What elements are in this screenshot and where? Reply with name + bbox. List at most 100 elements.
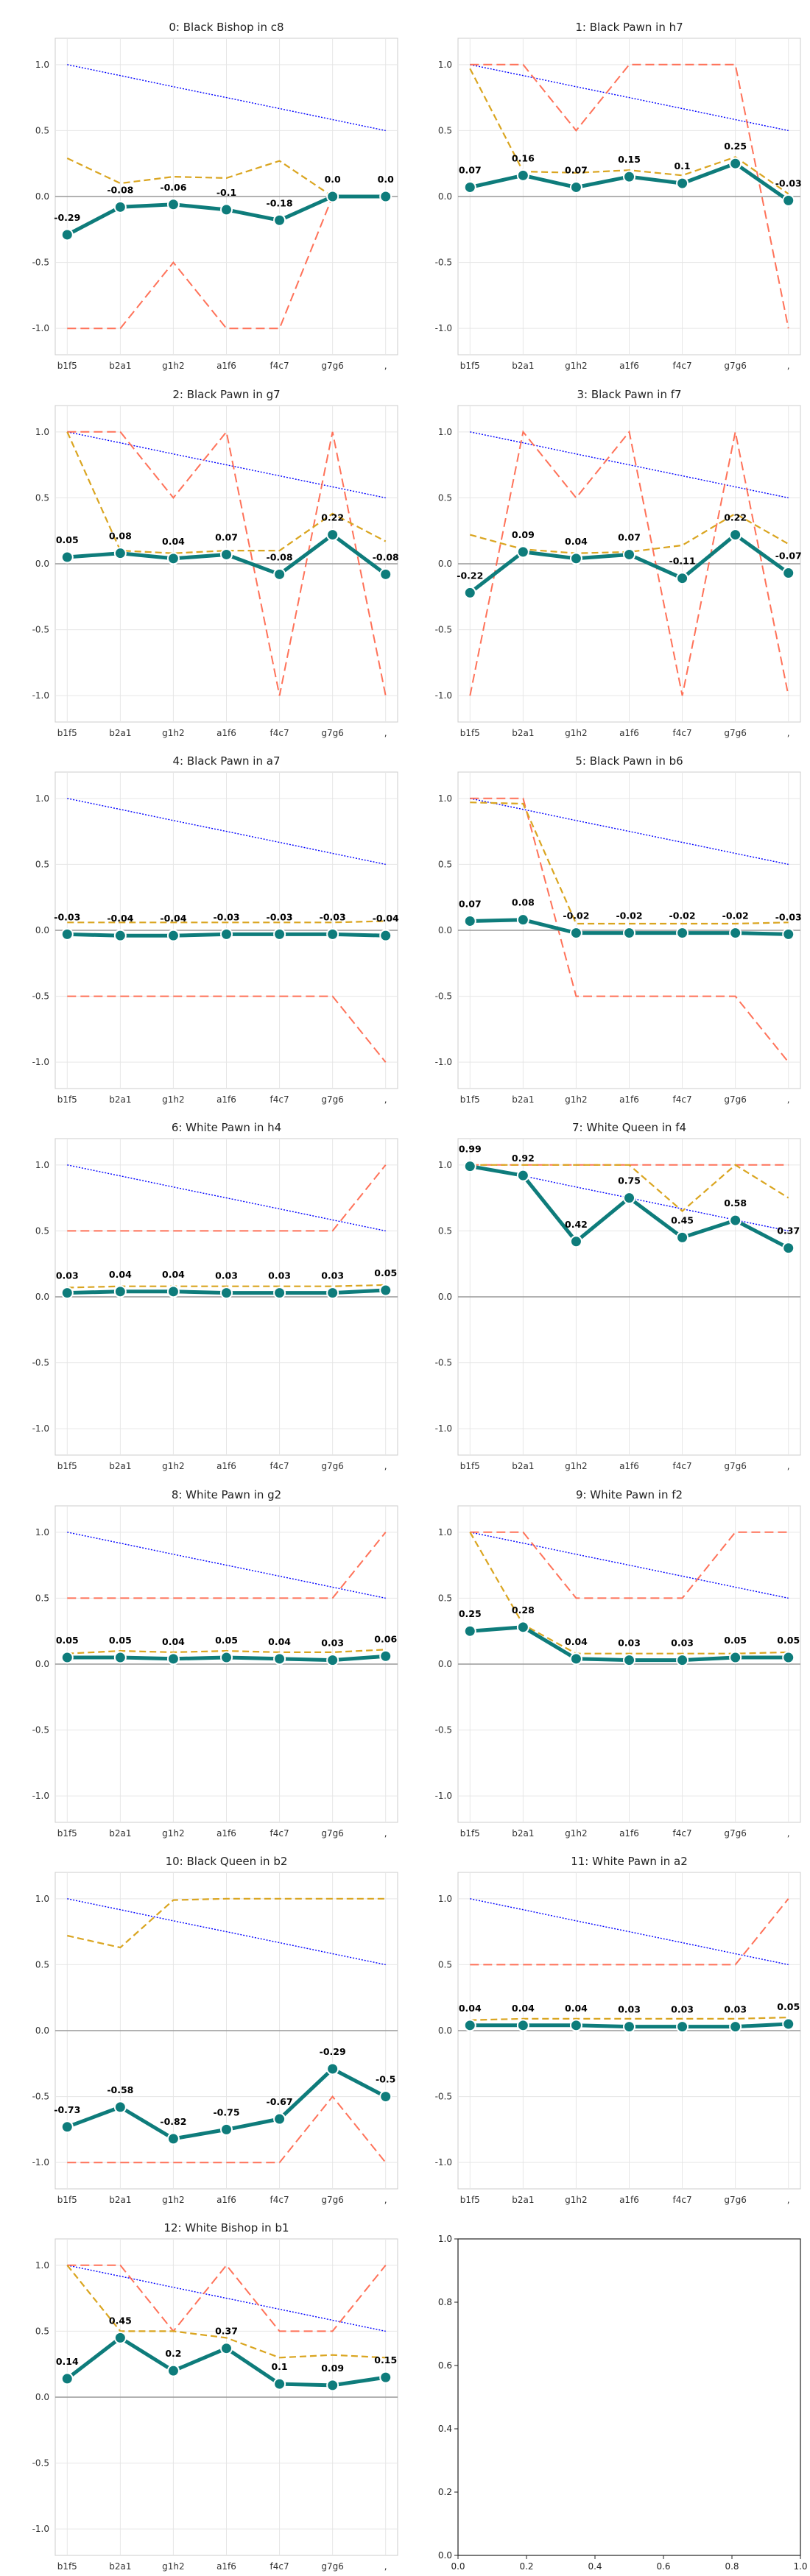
y-tick-label: 0.0: [35, 1292, 49, 1302]
series-main-point: [516, 2019, 529, 2032]
x-tick-label: a1f6: [216, 1461, 236, 1471]
data-label: 0.15: [618, 154, 641, 165]
data-label: 0.99: [459, 1144, 482, 1155]
y-tick-label: 1.0: [35, 793, 49, 804]
y-tick-label: 0.0: [438, 2025, 452, 2036]
series-main-point: [782, 567, 795, 580]
x-tick-label: a1f6: [619, 2195, 639, 2205]
data-label: -0.5: [376, 2074, 395, 2085]
x-tick-label: g7g6: [724, 728, 747, 738]
data-label: 0.03: [321, 1638, 344, 1649]
x-tick-label: b2a1: [109, 1828, 131, 1839]
series-blue-line: [470, 798, 789, 866]
series-main-point: [273, 927, 286, 941]
data-label: 0.16: [512, 152, 535, 163]
x-tick-label: b1f5: [57, 361, 77, 371]
series-blue-line: [67, 64, 386, 132]
x-tick-label: b2a1: [512, 2195, 534, 2205]
series-main-point: [273, 2112, 286, 2126]
data-label: -0.02: [563, 910, 589, 921]
y-tick-label: 0.5: [35, 1959, 49, 1970]
series-gold-line: [67, 1897, 386, 1949]
y-tick-label: -0.5: [435, 1725, 452, 1735]
x-tick-label: a1f6: [216, 1094, 236, 1105]
data-label: -0.67: [267, 2096, 293, 2107]
data-label: -0.75: [213, 2106, 239, 2117]
y-tick-label: 0.5: [35, 859, 49, 869]
series-main-point: [326, 528, 339, 542]
series-blue-line: [67, 798, 386, 866]
y-tick-label: 0.5: [35, 2326, 49, 2336]
data-label: 0.07: [618, 531, 641, 542]
series-main-point: [782, 194, 795, 207]
series-main-point: [569, 927, 582, 940]
data-label: -0.03: [54, 911, 80, 922]
chart-title: 9: White Pawn in f2: [576, 1488, 683, 1501]
series-main-point: [60, 228, 74, 241]
x-tick-label: ,: [787, 1094, 790, 1105]
x-tick-label: a1f6: [619, 728, 639, 738]
series-blue-line: [470, 1532, 789, 1599]
chart-title: 7: White Queen in f4: [572, 1121, 686, 1134]
x-tick-label: b2a1: [512, 361, 534, 371]
data-label: 0.05: [777, 1635, 800, 1646]
series-main-point: [166, 2132, 180, 2145]
data-label: 0.04: [565, 536, 588, 547]
series-main-point: [516, 1621, 529, 1634]
x-tick-label: g1h2: [565, 1461, 588, 1471]
series-red-line: [67, 2264, 387, 2332]
chart-title: 0: Black Bishop in c8: [169, 21, 284, 34]
data-label: 0.07: [215, 531, 238, 542]
x-tick-label: a1f6: [216, 2195, 236, 2205]
series-gold-line: [470, 2017, 789, 2021]
series-main-point: [326, 1287, 339, 1300]
series-main-point: [326, 2379, 339, 2392]
x-tick-label: f4c7: [270, 728, 289, 738]
series-main-point: [379, 1649, 392, 1663]
y-tick-label: 0.6: [438, 2360, 452, 2371]
y-tick-label: -0.5: [435, 1358, 452, 1368]
series-red-line: [470, 797, 789, 1063]
y-tick-label: -0.5: [32, 1725, 49, 1735]
series-main-point: [60, 2120, 74, 2134]
series-main-point: [569, 180, 582, 194]
y-tick-label: -0.5: [435, 625, 452, 635]
series-red-line: [67, 1164, 387, 1232]
x-tick-label: ,: [787, 361, 790, 371]
data-label: 0.04: [162, 536, 185, 547]
x-tick-label: g1h2: [162, 1828, 185, 1839]
x-tick-label: g7g6: [321, 1828, 344, 1839]
series-blue-line: [67, 1532, 386, 1599]
x-tick-label: b1f5: [57, 2561, 77, 2572]
series-main-point: [220, 2123, 233, 2136]
series-main-point: [60, 927, 74, 941]
x-tick-label: g7g6: [321, 361, 344, 371]
x-tick-label: b2a1: [109, 1094, 131, 1105]
y-tick-label: -1.0: [32, 2524, 49, 2534]
series-main-point: [220, 1651, 233, 1664]
y-tick-label: 0.0: [438, 2550, 452, 2561]
y-tick-label: 1.0: [35, 427, 49, 437]
x-tick-label: b2a1: [512, 1828, 534, 1839]
x-tick-label: g1h2: [565, 1828, 588, 1839]
data-label: 0.04: [109, 1269, 132, 1280]
data-label: 0.1: [674, 160, 690, 171]
x-tick-label: 0.6: [656, 2561, 670, 2572]
x-tick-label: a1f6: [619, 1828, 639, 1839]
y-tick-label: -0.5: [32, 625, 49, 635]
series-main-point: [463, 2019, 476, 2032]
series-main-point: [676, 1231, 689, 1244]
data-label: 0.03: [671, 1638, 694, 1649]
x-tick-label: f4c7: [673, 728, 692, 738]
x-tick-label: b1f5: [57, 1828, 77, 1839]
series-main-point: [729, 157, 742, 170]
series-main-point: [113, 929, 127, 942]
series-main-point: [623, 548, 635, 561]
x-tick-label: b2a1: [109, 2195, 131, 2205]
y-tick-label: 0.5: [438, 492, 452, 503]
x-tick-label: 0.4: [588, 2561, 602, 2572]
y-tick-label: -0.5: [435, 2092, 452, 2102]
y-tick-label: 0.0: [35, 925, 49, 935]
y-tick-label: 0.5: [35, 1225, 49, 1236]
